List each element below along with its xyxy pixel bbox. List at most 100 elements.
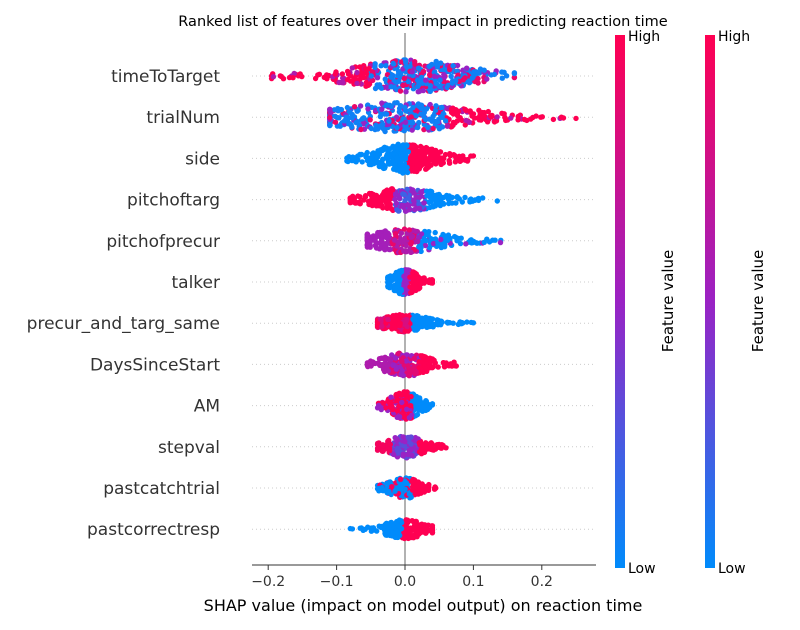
shap-point (382, 356, 388, 362)
shap-point (474, 240, 480, 246)
shap-point (457, 115, 463, 121)
shap-point (467, 109, 474, 116)
x-tick-label: 0.1 (462, 574, 484, 590)
shap-point (515, 113, 521, 120)
shap-point (462, 122, 468, 128)
feature-labels: timeToTarget trialNum side pitchoftarg pitch… (27, 67, 221, 540)
shap-point (423, 398, 430, 405)
colorbar-2-low-label: Low (718, 561, 746, 577)
shap-point (390, 521, 396, 527)
shap-point (423, 106, 430, 112)
shap-point (538, 114, 544, 120)
feature-label: pitchofprecur (106, 232, 220, 252)
shap-point (416, 449, 423, 455)
shap-point (389, 352, 395, 358)
shap-point (440, 442, 446, 449)
shap-point (395, 208, 402, 214)
shap-point (425, 315, 431, 322)
shap-point (381, 196, 388, 202)
shap-point (419, 353, 425, 359)
shap-point (399, 156, 405, 162)
shap-point (412, 61, 418, 67)
shap-point (382, 76, 388, 82)
shap-point (430, 447, 437, 453)
shap-point (400, 434, 406, 440)
shap-point (475, 75, 481, 82)
shap-point (381, 241, 387, 247)
colorbar-1-title: Feature value (659, 250, 677, 352)
shap-point (402, 104, 408, 111)
shap-point (415, 89, 421, 95)
shap-point (381, 144, 388, 150)
shap-point (446, 157, 452, 164)
shap-point (370, 196, 377, 202)
shap-point (401, 443, 408, 449)
shap-point (450, 62, 456, 69)
shap-point (560, 115, 567, 121)
shap-point (327, 107, 333, 113)
shap-point (406, 447, 412, 453)
shap-point (404, 324, 410, 330)
shap-point (393, 114, 400, 120)
shap-point (396, 517, 403, 523)
shap-point (312, 75, 319, 82)
shap-point (383, 234, 389, 240)
shap-point (365, 106, 371, 112)
shap-point (408, 441, 414, 447)
shap-point (389, 484, 395, 490)
shap-point (511, 74, 518, 81)
shap-point (335, 105, 341, 112)
shap-point (373, 122, 379, 128)
shap-point (374, 445, 381, 451)
shap-point (404, 267, 410, 274)
shap-point (368, 125, 374, 132)
shap-point (429, 147, 435, 153)
shap-point (350, 193, 356, 199)
shap-point (387, 441, 393, 448)
shap-point (416, 244, 422, 250)
shap-point (398, 146, 404, 152)
shap-point (390, 60, 396, 67)
shap-point (353, 119, 359, 126)
shap-point (414, 480, 420, 486)
shap-point (477, 66, 484, 72)
shap-point (349, 526, 356, 532)
x-tick-label: 0.2 (531, 574, 553, 590)
shap-point (455, 72, 461, 78)
shap-point (427, 88, 433, 95)
shap-point (386, 161, 392, 167)
shap-point (379, 100, 385, 106)
x-axis-ticks: −0.2 −0.1 0.0 0.1 0.2 (251, 565, 553, 590)
shap-point (427, 404, 433, 411)
shap-point (390, 187, 396, 193)
shap-point (434, 321, 440, 327)
shap-point (404, 186, 410, 192)
shap-point (508, 115, 514, 121)
shap-point (441, 363, 448, 370)
shap-point (421, 200, 427, 206)
shap-point (491, 71, 497, 78)
shap-point (405, 195, 411, 201)
shap-point (416, 155, 423, 161)
shap-point (444, 237, 451, 243)
shap-point (408, 114, 414, 120)
shap-point (487, 113, 494, 119)
shap-point (446, 196, 452, 203)
shap-point (374, 528, 380, 534)
shap-point (433, 58, 439, 65)
shap-point (409, 69, 415, 75)
shap-point (416, 275, 422, 281)
shap-point (426, 441, 433, 448)
shap-point (453, 234, 459, 240)
shap-point (424, 355, 430, 362)
shap-point (409, 127, 415, 133)
shap-point (354, 69, 360, 76)
shap-point (398, 484, 405, 490)
shap-point (413, 144, 419, 151)
shap-point (358, 126, 364, 133)
shap-point (429, 401, 436, 407)
shap-point (454, 62, 461, 69)
shap-point (438, 60, 444, 66)
shap-point (399, 202, 405, 208)
shap-point (364, 233, 371, 239)
